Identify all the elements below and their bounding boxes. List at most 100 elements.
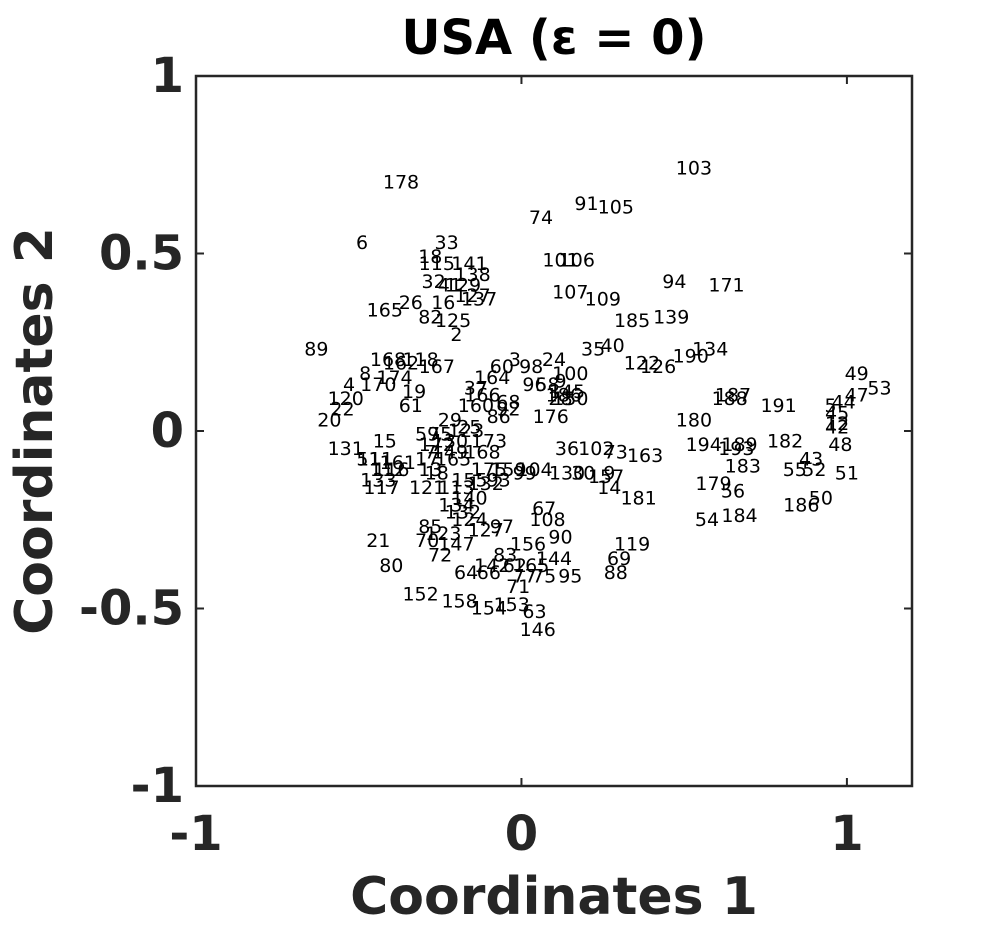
point-label-109: 43 — [799, 448, 823, 470]
point-label-75: 45 — [825, 402, 849, 424]
point-label-57: 58 — [535, 374, 559, 396]
point-label-177: 146 — [520, 619, 556, 641]
point-label-148: 97 — [490, 516, 514, 538]
point-label-40: 167 — [419, 356, 455, 378]
point-label-18: 107 — [552, 282, 588, 304]
point-label-42: 60 — [490, 356, 514, 378]
x-tick-label: 0 — [505, 806, 538, 862]
point-label-117: 175 — [471, 459, 507, 481]
point-label-41: 3 — [509, 349, 521, 371]
point-label-103: 163 — [627, 445, 663, 467]
point-label-162: 142 — [474, 555, 510, 577]
point-label-81: 12 — [825, 413, 849, 435]
point-label-161: 80 — [379, 555, 403, 577]
point-label-94: 131 — [328, 438, 364, 460]
point-label-116: 18 — [425, 463, 449, 485]
point-label-140: 186 — [783, 495, 819, 517]
point-label-15: 32 — [422, 271, 446, 293]
point-label-126: 155 — [451, 470, 487, 492]
y-tick-label: 0 — [151, 403, 184, 459]
point-label-13: 94 — [662, 271, 686, 293]
point-label-64: 187 — [715, 385, 751, 407]
point-label-153: 70 — [415, 530, 439, 552]
point-label-108: 165 — [435, 448, 471, 470]
point-label-78: 86 — [487, 406, 511, 428]
point-label-166: 66 — [477, 562, 501, 584]
point-label-30: 89 — [304, 338, 328, 360]
point-label-152: 21 — [366, 530, 390, 552]
point-label-174: 154 — [471, 598, 507, 620]
y-tick-label: 0.5 — [99, 226, 184, 282]
point-label-101: 194 — [686, 434, 722, 456]
point-label-121: 130 — [549, 463, 585, 485]
point-label-115: 13 — [418, 459, 442, 481]
point-label-70: 5 — [825, 395, 837, 417]
point-label-135: 56 — [721, 480, 745, 502]
point-label-55: 37 — [464, 377, 488, 399]
point-label-63: 145 — [549, 381, 585, 403]
y-axis-ticks: -1 -0.5 0 0.5 1 — [79, 48, 912, 814]
point-label-150: 123 — [425, 523, 461, 545]
point-label-175: 153 — [494, 594, 530, 616]
point-label-14: 171 — [708, 275, 744, 297]
point-label-168: 75 — [532, 566, 556, 588]
point-label-50: 53 — [867, 377, 891, 399]
point-label-128: 157 — [588, 466, 624, 488]
point-label-23: 137 — [461, 289, 497, 311]
point-label-25: 82 — [418, 306, 442, 328]
point-label-139: 50 — [809, 487, 833, 509]
point-label-173: 158 — [441, 590, 477, 612]
point-label-137: 181 — [620, 487, 656, 509]
point-label-21: 16 — [431, 292, 455, 314]
y-tick-label: -0.5 — [79, 581, 184, 637]
point-label-106: 161 — [380, 452, 416, 474]
chart-title: USA (ε = 0) — [401, 10, 706, 66]
y-tick-label: 1 — [151, 48, 184, 104]
point-label-132: 132 — [468, 473, 504, 495]
point-label-171: 71 — [506, 576, 530, 598]
point-label-19: 109 — [585, 289, 621, 311]
point-label-85: 75 — [428, 424, 452, 446]
point-label-104: 111 — [357, 448, 393, 470]
y-tick-label: -1 — [131, 758, 184, 814]
point-label-51: 47 — [845, 385, 869, 407]
point-label-73: 160 — [458, 395, 494, 417]
point-label-151: 90 — [548, 527, 572, 549]
point-label-159: 144 — [536, 548, 572, 570]
point-label-26: 125 — [435, 310, 471, 332]
point-label-164: 165 — [513, 555, 549, 577]
point-label-142: 132 — [445, 502, 481, 524]
point-label-129: 117 — [363, 477, 399, 499]
plot-area — [194, 74, 914, 788]
point-label-125: 133 — [360, 470, 396, 492]
point-label-97: 168 — [464, 441, 500, 463]
point-label-45: 100 — [552, 363, 588, 385]
point-label-59: 19 — [402, 381, 426, 403]
point-label-68: 68 — [496, 392, 520, 414]
point-label-0: 103 — [676, 157, 712, 179]
point-label-111: 55 — [783, 459, 807, 481]
point-label-5: 6 — [356, 232, 368, 254]
point-label-95: 7 — [424, 441, 436, 463]
point-label-72: 61 — [399, 395, 423, 417]
point-label-122: 30 — [571, 463, 595, 485]
point-label-90: 130 — [432, 431, 468, 453]
point-label-138: 134 — [438, 495, 474, 517]
point-label-62: 186 — [546, 385, 582, 407]
y-axis-label: Coordinates 2 — [5, 227, 65, 635]
point-label-176: 63 — [522, 601, 546, 623]
point-label-155: 156 — [510, 534, 546, 556]
point-label-165: 64 — [454, 562, 478, 584]
point-label-24: 165 — [367, 299, 403, 321]
point-label-56: 96 — [522, 374, 546, 396]
point-label-9: 141 — [451, 253, 487, 275]
point-label-130: 121 — [409, 477, 445, 499]
point-label-58: 9 — [554, 370, 566, 392]
point-label-44: 24 — [542, 349, 566, 371]
point-label-80: 180 — [676, 409, 712, 431]
point-label-79: 176 — [533, 406, 569, 428]
point-label-10: 101 — [542, 250, 578, 272]
point-label-124: 51 — [835, 463, 859, 485]
point-label-6: 33 — [435, 232, 459, 254]
point-label-74: 92 — [496, 399, 520, 421]
